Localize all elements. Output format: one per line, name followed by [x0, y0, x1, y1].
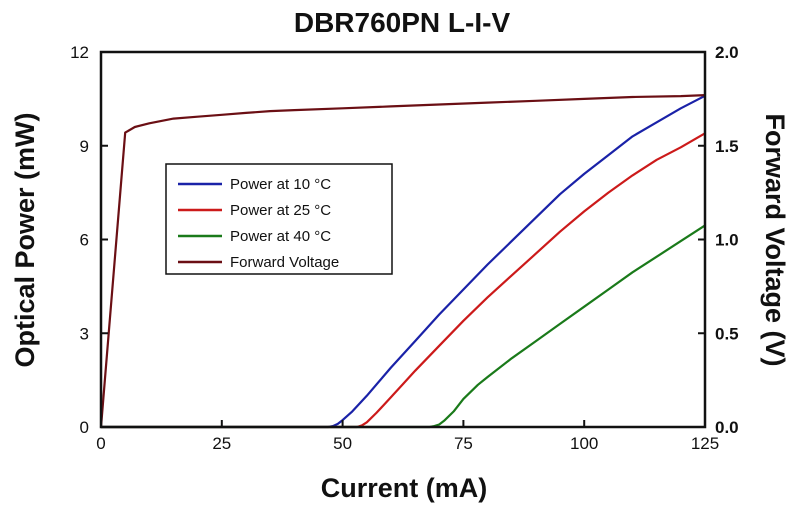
y-tick-label: 0 [80, 418, 89, 437]
series-line-4 [99, 94, 706, 428]
y2-tick-label: 2.0 [715, 43, 739, 62]
series-line-3 [101, 224, 706, 429]
x-axis-title: Current (mA) [321, 473, 488, 503]
legend-label-3: Power at 40 °C [230, 228, 331, 245]
legend-box [165, 163, 393, 275]
y-tick-label: 9 [80, 137, 89, 156]
x-tick-label: 75 [454, 434, 473, 453]
legend-label-2: Power at 25 °C [230, 202, 331, 219]
y2-tick-label: 0.0 [715, 418, 739, 437]
y2-axis-title: Forward Voltage (V) [760, 113, 790, 366]
series-layer [99, 94, 706, 429]
series-line-2 [101, 132, 706, 429]
y-tick-label: 12 [70, 43, 89, 62]
series-line-1 [101, 94, 706, 429]
legend-label-4: Forward Voltage [230, 254, 339, 271]
chart-title: DBR760PN L-I-V [294, 7, 511, 38]
y-tick-label: 6 [80, 231, 89, 250]
y-axis-title: Optical Power (mW) [10, 112, 40, 367]
y-tick-label: 3 [80, 324, 89, 343]
y2-tick-label: 1.5 [715, 137, 739, 156]
x-tick-label: 50 [333, 434, 352, 453]
x-tick-label: 0 [96, 434, 105, 453]
legend: Power at 10 °C Power at 25 °C Power at 40 … [165, 163, 393, 275]
legend-label-1: Power at 10 °C [230, 176, 331, 193]
x-tick-label: 125 [691, 434, 719, 453]
y2-tick-label: 0.5 [715, 324, 739, 343]
x-tick-label: 100 [570, 434, 598, 453]
x-tick-label: 25 [212, 434, 231, 453]
ticks-layer: 0 25 50 75 100 125 0 3 6 9 12 0.0 0.5 1.0 1.5 2.0 [70, 43, 739, 453]
y2-tick-label: 1.0 [715, 231, 739, 250]
